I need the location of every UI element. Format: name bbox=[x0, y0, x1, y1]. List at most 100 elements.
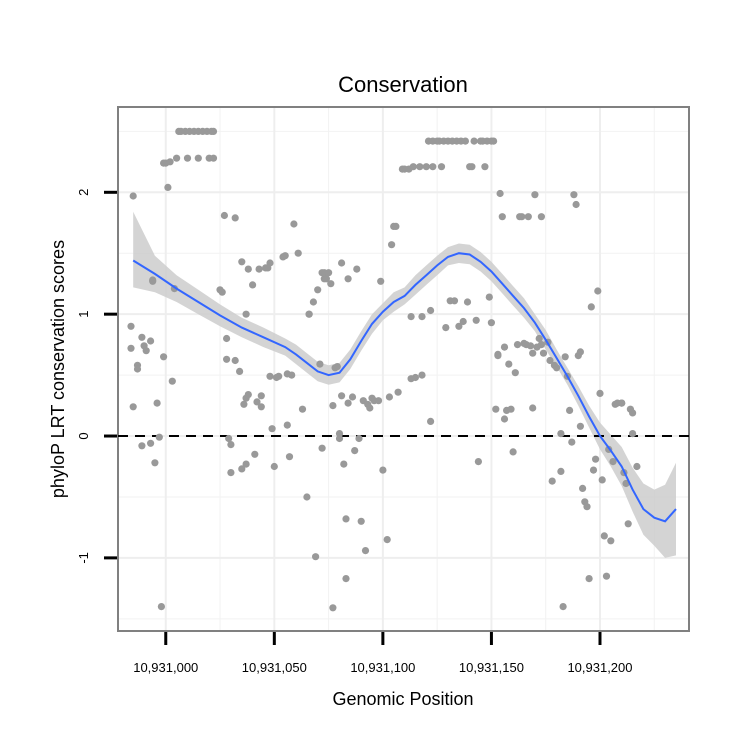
data-point bbox=[168, 377, 176, 385]
data-point bbox=[481, 163, 489, 171]
data-point bbox=[142, 347, 150, 355]
data-point bbox=[568, 438, 576, 446]
data-point bbox=[607, 537, 615, 545]
data-point bbox=[587, 303, 595, 311]
data-point bbox=[223, 355, 231, 363]
data-point bbox=[327, 280, 335, 288]
y-tick-label: 1 bbox=[76, 311, 91, 318]
data-point bbox=[609, 458, 617, 466]
data-point bbox=[147, 439, 155, 447]
data-point bbox=[418, 313, 426, 321]
data-point bbox=[329, 604, 337, 612]
grid bbox=[118, 107, 689, 631]
data-point bbox=[546, 356, 554, 365]
data-point bbox=[127, 344, 135, 352]
data-point bbox=[553, 364, 561, 372]
data-point bbox=[500, 343, 509, 351]
data-point bbox=[383, 536, 391, 544]
data-point bbox=[227, 441, 235, 449]
data-point bbox=[312, 553, 320, 561]
data-point bbox=[160, 353, 168, 361]
data-point bbox=[153, 399, 161, 407]
data-point bbox=[602, 572, 611, 580]
data-point bbox=[416, 163, 424, 171]
data-point bbox=[325, 269, 333, 277]
data-point bbox=[290, 220, 298, 228]
data-point bbox=[492, 405, 500, 413]
data-point bbox=[524, 213, 532, 221]
confidence-ribbon bbox=[133, 211, 676, 558]
data-point bbox=[500, 415, 509, 423]
data-point bbox=[303, 493, 311, 501]
data-point bbox=[173, 154, 181, 162]
y-tick-label: 0 bbox=[76, 432, 91, 439]
data-point bbox=[388, 241, 396, 249]
data-point bbox=[490, 137, 498, 145]
data-point bbox=[220, 211, 228, 220]
data-point bbox=[535, 334, 543, 343]
data-point bbox=[374, 397, 383, 405]
data-point bbox=[351, 447, 359, 455]
data-point bbox=[585, 575, 593, 583]
data-point bbox=[576, 422, 585, 430]
data-point bbox=[576, 348, 585, 356]
data-point bbox=[298, 405, 307, 413]
data-point bbox=[314, 286, 322, 294]
data-point bbox=[427, 417, 435, 425]
data-point bbox=[472, 316, 480, 324]
data-point bbox=[366, 404, 374, 412]
data-point bbox=[485, 293, 493, 301]
data-point bbox=[557, 430, 565, 438]
data-point bbox=[348, 393, 357, 401]
data-point bbox=[579, 484, 587, 492]
data-point bbox=[561, 353, 569, 361]
data-point bbox=[494, 352, 502, 360]
data-point bbox=[183, 154, 192, 162]
data-point bbox=[231, 356, 239, 365]
data-point bbox=[322, 275, 330, 283]
data-point bbox=[507, 405, 515, 413]
x-tick-label: 10,931,200 bbox=[567, 660, 632, 675]
data-point bbox=[240, 400, 248, 408]
x-tick-label: 10,931,050 bbox=[242, 660, 307, 675]
data-point bbox=[442, 324, 450, 332]
data-point bbox=[559, 603, 567, 611]
data-point bbox=[218, 288, 226, 296]
data-point bbox=[288, 371, 296, 379]
data-point bbox=[255, 265, 263, 273]
data-point bbox=[427, 306, 435, 315]
data-point bbox=[379, 466, 387, 474]
data-point bbox=[355, 434, 363, 443]
data-point bbox=[429, 163, 437, 171]
data-point bbox=[511, 369, 519, 377]
data-point bbox=[223, 334, 231, 343]
data-point bbox=[470, 137, 478, 145]
data-point bbox=[209, 154, 218, 162]
data-point bbox=[344, 399, 352, 407]
data-point bbox=[529, 349, 537, 357]
data-point bbox=[244, 391, 252, 399]
data-point bbox=[583, 503, 591, 511]
data-point bbox=[557, 467, 565, 475]
data-point bbox=[166, 158, 174, 166]
data-point bbox=[194, 154, 202, 162]
data-point bbox=[450, 297, 459, 305]
data-point bbox=[281, 252, 289, 260]
data-point bbox=[242, 460, 250, 468]
data-point bbox=[570, 191, 578, 199]
data-point bbox=[305, 310, 313, 318]
data-point bbox=[155, 433, 163, 441]
y-tick-label: -1 bbox=[76, 552, 91, 564]
data-point bbox=[129, 403, 137, 411]
data-point bbox=[129, 192, 137, 200]
data-point bbox=[344, 275, 352, 283]
data-point bbox=[338, 392, 346, 400]
data-point bbox=[498, 213, 506, 221]
data-point bbox=[318, 444, 326, 452]
data-point bbox=[244, 265, 252, 273]
data-point bbox=[531, 191, 539, 199]
data-point bbox=[592, 455, 600, 463]
data-point bbox=[149, 277, 157, 285]
data-point bbox=[309, 298, 317, 306]
data-point bbox=[589, 466, 598, 474]
